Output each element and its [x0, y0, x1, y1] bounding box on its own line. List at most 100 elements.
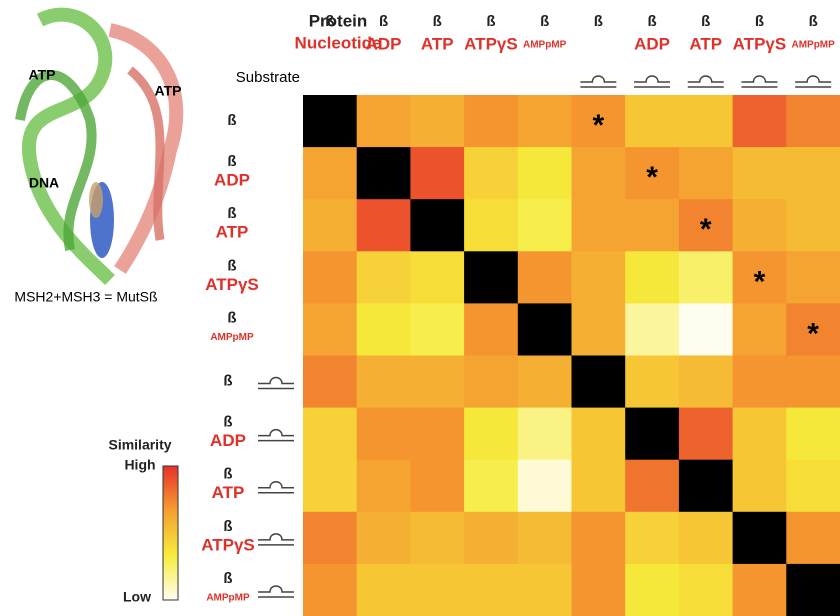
- heatmap-cell: [625, 303, 679, 356]
- structure-label: DNA: [29, 175, 59, 191]
- column-protein: ß: [647, 13, 656, 30]
- column-nucleotide: AMPpMP: [791, 40, 835, 51]
- heatmap-cell: [410, 95, 464, 148]
- heatmap-cell: [679, 356, 733, 409]
- column-nucleotide: AMPpMP: [523, 40, 567, 51]
- heatmap-cell: [733, 460, 787, 513]
- column-nucleotide: ADP: [366, 34, 402, 53]
- header-substrate: Substrate: [236, 69, 300, 86]
- heatmap-cell: [303, 147, 357, 200]
- header-protein: Protein: [309, 11, 368, 30]
- column-nucleotide: ADP: [634, 34, 670, 53]
- heatmap-cell: [572, 564, 626, 616]
- substrate-icon: [258, 430, 294, 441]
- heatmap-cell: [572, 512, 626, 565]
- row-protein: ß: [227, 112, 236, 129]
- heatmap-cell: [410, 199, 464, 252]
- heatmap-cell: [303, 303, 357, 356]
- heatmap-cell: [679, 512, 733, 565]
- structure-caption: MSH2+MSH3 = MutSß: [14, 289, 157, 305]
- heatmap-cell: [464, 512, 518, 565]
- substrate-icon: [258, 482, 294, 493]
- heatmap-cell: [786, 95, 840, 148]
- heatmap-cell: [518, 303, 572, 356]
- row-nucleotide: AMPpMP: [210, 332, 254, 343]
- row-nucleotide: ATPγS: [201, 535, 255, 554]
- heatmap-cell: [786, 356, 840, 409]
- heatmap-cell: [464, 408, 518, 461]
- heatmap-cell: [625, 251, 679, 304]
- heatmap-cell: [518, 512, 572, 565]
- heatmap-cell: [303, 460, 357, 513]
- heatmap-cell: [410, 303, 464, 356]
- heatmap-cell: [357, 199, 411, 252]
- column-protein: ß: [486, 13, 495, 30]
- row-nucleotide: ATP: [216, 223, 249, 242]
- heatmap-cell: [518, 147, 572, 200]
- heatmap-cell: [733, 95, 787, 148]
- heatmap-cell: [625, 95, 679, 148]
- row-protein: ß: [223, 414, 232, 431]
- column-protein: ß: [594, 13, 603, 30]
- substrate-icon: [258, 534, 294, 545]
- row-protein: ß: [223, 466, 232, 483]
- substrate-icon: [634, 76, 670, 87]
- substrate-icon: [580, 76, 616, 87]
- heatmap-cell: [357, 356, 411, 409]
- heatmap-cell: [410, 147, 464, 200]
- heatmap-cell: [572, 408, 626, 461]
- heatmap-cell: [786, 408, 840, 461]
- heatmap-cell: [357, 303, 411, 356]
- heatmap-cell: [786, 199, 840, 252]
- heatmap-cell: [679, 564, 733, 616]
- heatmap-cell: [410, 356, 464, 409]
- colorbar-low: Low: [123, 589, 151, 605]
- heatmap-cell: [625, 564, 679, 616]
- column-protein: ß: [433, 13, 442, 30]
- heatmap-cell: [518, 408, 572, 461]
- row-protein: ß: [223, 518, 232, 535]
- column-protein: ß: [540, 13, 549, 30]
- row-protein: ß: [227, 205, 236, 222]
- heatmap-cell: [303, 95, 357, 148]
- row-protein: ß: [223, 373, 232, 390]
- heatmap-cell: [518, 356, 572, 409]
- heatmap-cell: [357, 408, 411, 461]
- heatmap-cell: [518, 199, 572, 252]
- heatmap-cell: [303, 564, 357, 616]
- heatmap-cell: [464, 303, 518, 356]
- heatmap-cell: [464, 147, 518, 200]
- significance-marker: *: [754, 265, 766, 298]
- heatmap-cell: [357, 95, 411, 148]
- heatmap-cell: [786, 512, 840, 565]
- figure: ATP ATP DNA MSH2+MSH3 = MutSß Protein Nu…: [0, 0, 840, 616]
- substrate-icon: [258, 586, 294, 597]
- row-protein: ß: [227, 257, 236, 274]
- column-protein: ß: [379, 13, 388, 30]
- heatmap-cell: [733, 356, 787, 409]
- heatmap-cell: [733, 303, 787, 356]
- row-protein: ß: [227, 153, 236, 170]
- heatmap-cell: [303, 408, 357, 461]
- heatmap-cell: [303, 251, 357, 304]
- heatmap-cell: [464, 95, 518, 148]
- heatmap-cell: [572, 199, 626, 252]
- heatmap-cell: [625, 460, 679, 513]
- heatmap-cell: [572, 251, 626, 304]
- significance-marker: *: [807, 317, 819, 350]
- column-protein: ß: [325, 13, 334, 30]
- row-nucleotide: ATP: [212, 483, 245, 502]
- protein-structure: [20, 15, 176, 280]
- heatmap-cell: [464, 199, 518, 252]
- row-protein: ß: [227, 309, 236, 326]
- row-protein: ß: [223, 570, 232, 587]
- significance-marker: *: [700, 213, 712, 246]
- heatmap-cell: [679, 95, 733, 148]
- heatmap-cell: [679, 303, 733, 356]
- heatmap-cell: [572, 303, 626, 356]
- heatmap-cell: [518, 251, 572, 304]
- row-nucleotide: AMPpMP: [206, 593, 250, 604]
- heatmap-cell: [464, 460, 518, 513]
- colorbar-high: High: [124, 457, 155, 473]
- colorbar-title: Similarity: [108, 437, 171, 453]
